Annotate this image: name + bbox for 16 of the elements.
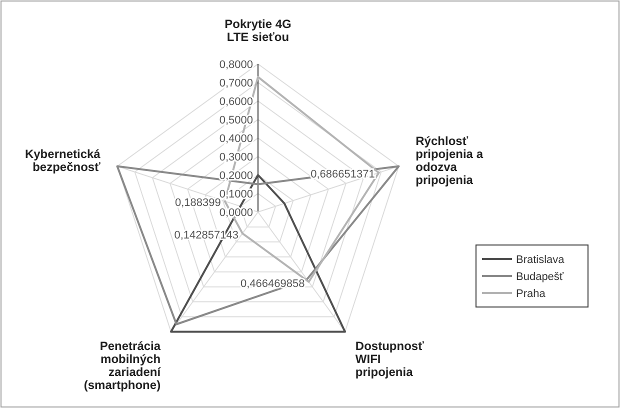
y-tick-label: 0,6000 <box>219 96 253 108</box>
spoke-label: Pokrytie 4G LTE sieťou <box>224 17 292 44</box>
data-label: 0,188399 <box>174 197 221 210</box>
spoke-label: Penetrácia mobilných zariadení (smartphone) <box>84 339 162 392</box>
y-tick-label: 0,4000 <box>219 133 253 145</box>
spoke-label: Rýchlosť pripojenia a odozva pripojenia <box>416 134 484 187</box>
legend-label: Budapešť <box>516 271 564 283</box>
legend-label: Praha <box>516 288 546 300</box>
y-tick-label: 0,5000 <box>219 114 253 126</box>
legend-label: Bratislava <box>516 254 566 266</box>
y-tick-label: 0,3000 <box>219 152 253 164</box>
y-tick-label: 0,2000 <box>219 170 253 182</box>
spoke-label: Kybernetická bezpečnosť <box>24 146 101 174</box>
y-tick-label: 0,8000 <box>219 59 253 71</box>
y-tick-label: 0,7000 <box>219 78 253 90</box>
spoke-label: Dostupnosť WIFI pripojenia <box>355 339 424 380</box>
